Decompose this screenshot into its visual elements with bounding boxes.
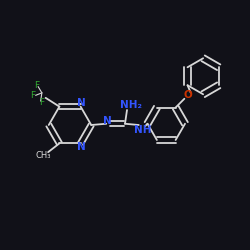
Text: CH₃: CH₃ <box>36 152 51 160</box>
Text: NH₂: NH₂ <box>120 100 142 110</box>
Text: F: F <box>30 91 36 100</box>
Text: N: N <box>78 142 86 152</box>
Text: N: N <box>103 116 112 126</box>
Text: F: F <box>34 81 40 90</box>
Text: O: O <box>184 90 192 100</box>
Text: N: N <box>78 98 86 108</box>
Text: NH: NH <box>134 125 151 135</box>
Text: F: F <box>39 98 44 107</box>
